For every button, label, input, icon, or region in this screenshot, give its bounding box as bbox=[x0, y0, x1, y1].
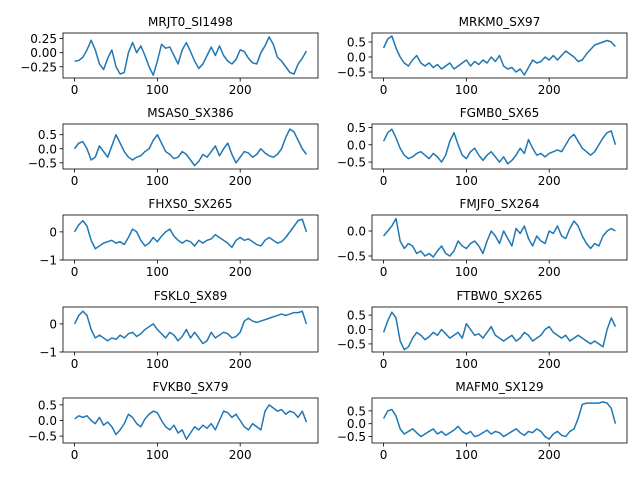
subplot-title: MRKM0_SX97 bbox=[459, 15, 541, 29]
x-tick-label: 200 bbox=[229, 357, 252, 371]
x-tick-label: 200 bbox=[229, 174, 252, 188]
y-tick-label: −1 bbox=[39, 346, 57, 360]
subplot-title: FVKB0_SX79 bbox=[153, 380, 229, 394]
series-line bbox=[382, 401, 617, 440]
x-tick-label: 0 bbox=[380, 448, 388, 462]
axes-frame bbox=[371, 306, 628, 353]
x-tick-label: 100 bbox=[455, 265, 478, 279]
subplot-title: FHXS0_SX265 bbox=[148, 197, 232, 211]
x-tick-label: 0 bbox=[71, 83, 79, 97]
subplot-7: FTBW0_SX265 0 100 200 0.50.0−0.5 bbox=[337, 289, 628, 371]
x-tick-label: 200 bbox=[538, 448, 561, 462]
axes-frame bbox=[371, 123, 628, 170]
subplot-1: MRKM0_SX97 0 100 200 0.50.0−0.5 bbox=[337, 15, 628, 97]
y-tick-label: −0.5 bbox=[28, 156, 57, 170]
axes-frame bbox=[62, 306, 319, 353]
x-tick-label: 200 bbox=[538, 357, 561, 371]
x-tick-label: 100 bbox=[146, 357, 169, 371]
x-tick-label: 200 bbox=[229, 448, 252, 462]
y-tick-label: 0.5 bbox=[347, 309, 366, 323]
subplot-title: FTBW0_SX265 bbox=[456, 289, 542, 303]
x-tick-label: 100 bbox=[455, 448, 478, 462]
subplot-8: FVKB0_SX79 0 100 200 0.5 0.0 −0.5 bbox=[28, 380, 319, 462]
x-tick-label: 0 bbox=[380, 174, 388, 188]
axes-frame bbox=[62, 214, 319, 261]
x-tick-label: 0 bbox=[380, 83, 388, 97]
x-tick-label: 100 bbox=[146, 174, 169, 188]
y-tick-label: −0.5 bbox=[337, 66, 366, 80]
subplot-title: FSKL0_SX89 bbox=[154, 289, 228, 303]
subplot-0: MRJT0_SI1498 0 100 200 0.250.00−0.25 bbox=[20, 15, 319, 97]
x-tick-label: 0 bbox=[380, 357, 388, 371]
series-line bbox=[74, 36, 308, 76]
y-tick-label: −0.5 bbox=[337, 337, 366, 351]
y-tick-label: −0.5 bbox=[28, 430, 57, 444]
y-tick-label: 0.0 bbox=[347, 51, 366, 65]
subplot-title: FGMB0_SX65 bbox=[460, 106, 540, 120]
subplot-9: MAFM0_SX129 0 100 200 0.50.0−0.5 bbox=[337, 380, 628, 462]
x-tick-label: 200 bbox=[538, 83, 561, 97]
y-tick-label: 0.5 bbox=[38, 128, 57, 142]
y-tick-label: 0 bbox=[49, 225, 57, 239]
subplot-5: FMJF0_SX264 0 100 200 0.0 −0.5 bbox=[337, 197, 628, 279]
x-tick-label: 0 bbox=[71, 174, 79, 188]
subplot-4: FHXS0_SX265 0 100 200 0 −1 bbox=[39, 197, 319, 279]
y-tick-label: −0.25 bbox=[20, 60, 57, 74]
x-tick-label: 0 bbox=[71, 357, 79, 371]
y-tick-label: 0 bbox=[49, 317, 57, 331]
axes-frame bbox=[62, 32, 319, 79]
axes-frame bbox=[371, 32, 628, 79]
y-tick-label: 0.0 bbox=[347, 225, 366, 239]
x-tick-label: 0 bbox=[71, 265, 79, 279]
x-tick-label: 200 bbox=[538, 174, 561, 188]
axes-frame bbox=[62, 123, 319, 170]
y-tick-label: −1 bbox=[39, 254, 57, 268]
subplot-2: MSAS0_SX386 0 100 200 0.50.0−0.5 bbox=[28, 106, 319, 188]
series-line bbox=[382, 35, 616, 76]
y-tick-label: 0.25 bbox=[30, 32, 57, 46]
subplot-title: MRJT0_SI1498 bbox=[148, 15, 233, 29]
axes-frame bbox=[371, 214, 628, 261]
x-tick-label: 100 bbox=[455, 83, 478, 97]
y-tick-label: −0.5 bbox=[337, 156, 366, 170]
y-tick-label: 0.5 bbox=[38, 398, 57, 412]
y-tick-label: 0.0 bbox=[347, 417, 366, 431]
series-line bbox=[73, 128, 308, 167]
y-tick-label: 0.5 bbox=[347, 121, 366, 135]
x-tick-label: 200 bbox=[229, 83, 252, 97]
subplot-title: FMJF0_SX264 bbox=[459, 197, 539, 211]
y-tick-label: 0.00 bbox=[30, 46, 57, 60]
x-tick-label: 0 bbox=[380, 265, 388, 279]
axes-frame bbox=[371, 397, 628, 444]
subplot-title: MAFM0_SX129 bbox=[455, 380, 543, 394]
series-line bbox=[382, 128, 617, 165]
subplot-3: FGMB0_SX65 0 100 200 0.5 0.0 −0.5 bbox=[337, 106, 628, 188]
x-tick-label: 100 bbox=[455, 174, 478, 188]
y-tick-label: 0.5 bbox=[347, 404, 366, 418]
y-tick-label: 0.0 bbox=[347, 138, 366, 152]
series-line bbox=[73, 218, 308, 250]
y-tick-label: −0.5 bbox=[337, 250, 366, 264]
series-line bbox=[74, 404, 308, 440]
subplot-6: FSKL0_SX89 0 100 200 0 −1 bbox=[39, 289, 319, 371]
x-tick-label: 100 bbox=[455, 357, 478, 371]
x-tick-label: 100 bbox=[146, 265, 169, 279]
subplot-title: MSAS0_SX386 bbox=[147, 106, 233, 120]
y-tick-label: 0.0 bbox=[38, 142, 57, 156]
y-tick-label: 0.0 bbox=[38, 414, 57, 428]
x-tick-label: 100 bbox=[146, 448, 169, 462]
x-tick-label: 200 bbox=[229, 265, 252, 279]
y-tick-label: −0.5 bbox=[337, 430, 366, 444]
x-tick-label: 0 bbox=[71, 448, 79, 462]
y-tick-label: 0.5 bbox=[347, 36, 366, 50]
series-line bbox=[73, 310, 308, 345]
x-tick-label: 200 bbox=[538, 265, 561, 279]
series-line bbox=[383, 217, 616, 258]
series-line bbox=[382, 311, 617, 351]
y-tick-label: 0.0 bbox=[347, 323, 366, 337]
x-tick-label: 100 bbox=[146, 83, 169, 97]
